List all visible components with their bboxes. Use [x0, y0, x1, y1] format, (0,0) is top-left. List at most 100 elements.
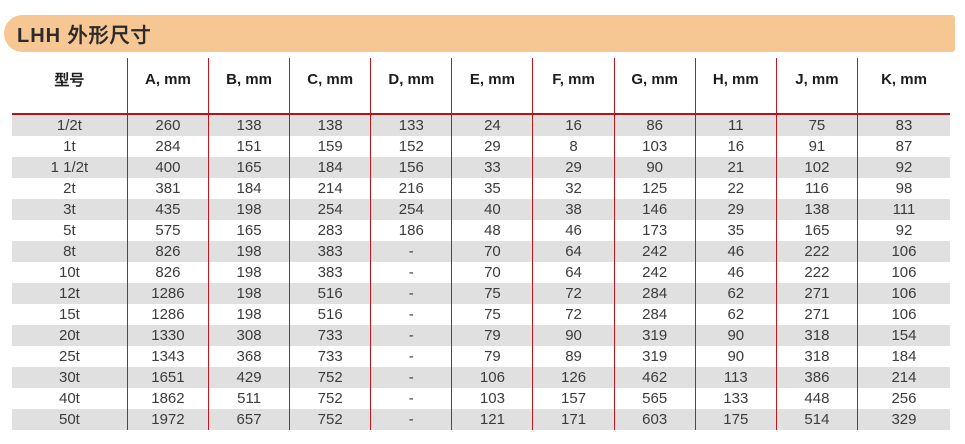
table-row: 3t 435 198 254 254 40 38 146 29 138 111	[12, 199, 950, 220]
dimension-cell: 90	[694, 346, 777, 367]
column-header: D, mm	[370, 58, 452, 114]
dimension-cell: 260	[126, 114, 209, 136]
dimension-cell: 752	[289, 388, 371, 409]
dimension-cell: 133	[694, 388, 777, 409]
dimension-cell: 308	[207, 325, 290, 346]
dimension-cell: 575	[126, 220, 209, 241]
dimension-cell: 72	[532, 304, 615, 325]
dimension-cell: 79	[451, 346, 533, 367]
dimension-cell: 87	[856, 136, 950, 157]
dimension-cell: 32	[532, 178, 615, 199]
dimension-cell: 283	[289, 220, 371, 241]
dimension-cell: 138	[207, 114, 290, 136]
dimension-cell: 1343	[126, 346, 209, 367]
dimension-cell: -	[370, 241, 452, 262]
table-row: 25t 1343 368 733-79 89 319 90 318 184	[12, 346, 950, 367]
dimension-cell: 319	[613, 325, 696, 346]
dimension-cell: 79	[451, 325, 533, 346]
section-title-bar: LHH 外形尺寸	[4, 15, 955, 52]
dimension-cell: 254	[289, 199, 371, 220]
dimension-cell: 435	[126, 199, 209, 220]
dimension-cell: 381	[126, 178, 209, 199]
dimension-cell: 448	[775, 388, 858, 409]
dimension-cell: 103	[613, 136, 696, 157]
column-header: B, mm	[207, 58, 290, 114]
dimension-cell: 516	[289, 304, 371, 325]
table-row: 1/2t 260 138 138 133 24 16 86 11 75 83	[12, 114, 950, 136]
dimension-cell: 400	[126, 157, 209, 178]
column-header: A, mm	[126, 58, 209, 114]
dimension-cell: 184	[856, 346, 950, 367]
dimension-cell: 329	[856, 409, 950, 430]
dimension-cell: 1286	[126, 283, 209, 304]
dimension-cell: 8	[532, 136, 615, 157]
dimension-cell: 121	[451, 409, 533, 430]
dimension-cell: 159	[289, 136, 371, 157]
dimension-cell: 1862	[126, 388, 209, 409]
dimension-cell: 21	[694, 157, 777, 178]
column-header: K, mm	[856, 58, 950, 114]
dimension-cell: 175	[694, 409, 777, 430]
dimension-cell: 29	[532, 157, 615, 178]
table-row: 1t 284 151 159 152 29 8 103 16 91 87	[12, 136, 950, 157]
dimension-cell: 514	[775, 409, 858, 430]
dimension-cell: 16	[694, 136, 777, 157]
dimension-cell: 462	[613, 367, 696, 388]
dimension-cell: 214	[856, 367, 950, 388]
table-row: 20t 1330 308 733-79 90 319 90 318 154	[12, 325, 950, 346]
dimension-cell: 92	[856, 157, 950, 178]
dimension-cell: 318	[775, 346, 858, 367]
dimension-cell: 157	[532, 388, 615, 409]
table-header-row: 型号 A, mm B, mm C, mm D, mm E, mm F, mm G, mm H, …	[12, 58, 950, 114]
dimension-cell: 284	[613, 304, 696, 325]
dimension-cell: 64	[532, 241, 615, 262]
dimension-cell: 22	[694, 178, 777, 199]
table-row: 12t 1286 198 516-75 72 284 62 271 106	[12, 283, 950, 304]
dimension-cell: 271	[775, 283, 858, 304]
column-header-model: 型号	[54, 72, 85, 89]
table-row: 8t 826 198 383-70 64 242 46 222 106	[12, 241, 950, 262]
dimension-cell: 35	[694, 220, 777, 241]
dimension-cell: 125	[613, 178, 696, 199]
dimension-cell: 111	[856, 199, 950, 220]
dimension-cell: 198	[207, 241, 290, 262]
dimension-cell: 214	[289, 178, 371, 199]
dimension-cell: 386	[775, 367, 858, 388]
dimension-cell: 284	[613, 283, 696, 304]
dimension-cell: 138	[289, 114, 371, 136]
dimension-cell: 62	[694, 283, 777, 304]
dimension-cell: 106	[856, 262, 950, 283]
table-row: 30t 1651 429 752-106 126 462 113 386 214	[12, 367, 950, 388]
dimension-cell: -	[370, 409, 452, 430]
dimensions-table-container: 型号 A, mm B, mm C, mm D, mm E, mm F, mm G, mm H, …	[12, 58, 950, 430]
dimension-cell: 106	[856, 304, 950, 325]
dimension-cell: 75	[451, 283, 533, 304]
dimension-cell: 116	[775, 178, 858, 199]
dimension-cell: 216	[370, 178, 452, 199]
dimension-cell: 242	[613, 262, 696, 283]
dimension-cell: 516	[289, 283, 371, 304]
model-cell: 12t	[59, 285, 80, 302]
dimension-cell: 318	[775, 325, 858, 346]
dimension-cell: 733	[289, 325, 371, 346]
dimension-cell: -	[370, 367, 452, 388]
dimension-cell: 657	[207, 409, 290, 430]
dimension-cell: 271	[775, 304, 858, 325]
model-cell: 1t	[63, 138, 76, 155]
dimension-cell: 86	[613, 114, 696, 136]
model-cell: 8t	[63, 243, 76, 260]
dimension-cell: 106	[856, 283, 950, 304]
model-cell: 1/2t	[56, 117, 82, 134]
dimension-cell: 184	[289, 157, 371, 178]
dimension-cell: 138	[775, 199, 858, 220]
dimension-cell: 826	[126, 262, 209, 283]
dimension-cell: -	[370, 325, 452, 346]
dimension-cell: 1651	[126, 367, 209, 388]
table-row: 5t 575 165 283 186 48 46 173 35 165 92	[12, 220, 950, 241]
dimension-cell: 106	[451, 367, 533, 388]
dimension-cell: 165	[207, 220, 290, 241]
dimension-cell: 83	[856, 114, 950, 136]
dimension-cell: -	[370, 262, 452, 283]
dimension-cell: 48	[451, 220, 533, 241]
